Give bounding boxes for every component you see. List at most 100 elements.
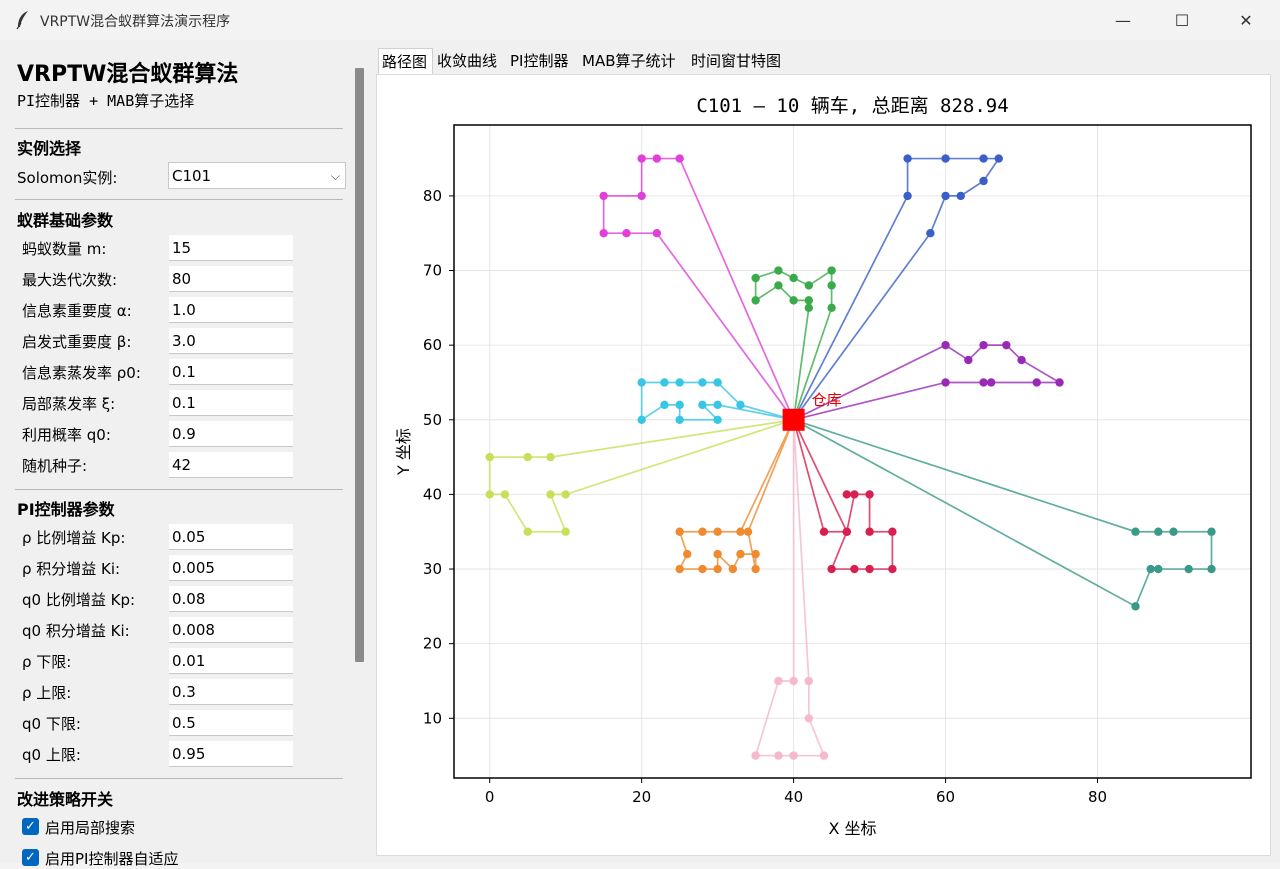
customer-point (903, 191, 912, 201)
instance-select[interactable]: C101 ⌵ (168, 162, 346, 189)
x-tick-label: 40 (784, 788, 803, 806)
check-icon: ✓ (25, 850, 36, 865)
q0-max-input[interactable]: 0.95 (169, 741, 293, 767)
tab-route-map[interactable]: 路径图 (378, 48, 433, 74)
customer-point (698, 378, 707, 387)
customer-point (850, 490, 859, 499)
plot-area: C101 — 10 辆车, 总距离 828.94 仓库 0 20 40 60 80 10 20 3… (376, 74, 1271, 856)
customer-point (842, 490, 852, 499)
pi-adaptive-checkbox[interactable]: ✓ (22, 849, 39, 866)
plot-frame (453, 124, 1252, 779)
customer-point (865, 564, 874, 574)
divider (15, 489, 343, 490)
customer-point (941, 378, 950, 387)
customer-point (804, 714, 814, 723)
customer-point (523, 452, 532, 462)
param-label: q0 比例增益 Kp: (22, 591, 136, 609)
instance-label: Solomon实例: (17, 169, 118, 187)
q0-kp-input[interactable]: 0.08 (169, 586, 293, 612)
customer-point (827, 281, 836, 290)
customer-point (827, 266, 836, 275)
customer-point (979, 176, 988, 186)
customer-point (979, 154, 988, 163)
strategy-section-title: 改进策略开关 (17, 790, 114, 809)
depot-label: 仓库 (812, 391, 842, 409)
y-tick-label: 30 (423, 560, 442, 578)
customer-point (743, 527, 753, 536)
check-icon: ✓ (25, 819, 36, 834)
q0-ki-input[interactable]: 0.008 (169, 617, 293, 643)
customer-point (979, 340, 988, 350)
customer-point (546, 490, 555, 499)
divider (15, 128, 343, 129)
customer-point (941, 191, 950, 201)
customer-point (1154, 527, 1163, 536)
customer-point (660, 400, 669, 410)
customer-point (652, 154, 662, 163)
beta-input[interactable]: 3.0 (169, 328, 293, 354)
rho-ki-input[interactable]: 0.005 (169, 555, 293, 581)
customer-point (804, 281, 814, 290)
customer-point (1002, 340, 1011, 350)
y-tick-label: 70 (423, 262, 442, 280)
x-axis-label: X 坐标 (828, 819, 876, 838)
rho-max-input[interactable]: 0.3 (169, 679, 293, 705)
rho0-input[interactable]: 0.1 (169, 359, 293, 385)
depot-marker (782, 408, 805, 431)
customer-point (956, 191, 965, 201)
tab-pi-controller[interactable]: PI控制器 (507, 48, 579, 74)
route-line-4 (793, 344, 1063, 421)
customer-point (1184, 564, 1193, 574)
local-search-checkbox[interactable]: ✓ (22, 818, 39, 835)
param-label: ρ 比例增益 Kp: (22, 529, 126, 547)
route-line-9 (793, 418, 1213, 608)
instance-select-value: C101 (172, 167, 212, 185)
maximize-button[interactable]: ☐ (1152, 0, 1212, 40)
title-bar[interactable]: VRPTW混合蚁群算法演示程序 — ☐ ✕ (0, 0, 1280, 40)
customer-point (804, 303, 814, 313)
chart-title: C101 — 10 辆车, 总距离 828.94 (696, 95, 1008, 117)
scrollbar-thumb[interactable] (355, 68, 364, 662)
instance-section-title: 实例选择 (17, 139, 82, 158)
customer-point (1207, 527, 1216, 536)
customer-point (675, 378, 684, 387)
customer-point (622, 229, 631, 238)
customer-point (683, 549, 692, 559)
xi-input[interactable]: 0.1 (169, 390, 293, 416)
customer-point (774, 751, 783, 760)
q0-min-input[interactable]: 0.5 (169, 710, 293, 736)
close-button[interactable]: ✕ (1216, 0, 1276, 40)
customer-point (675, 564, 684, 574)
alpha-input[interactable]: 1.0 (169, 297, 293, 323)
customer-point (964, 355, 973, 365)
ant-count-input[interactable]: 15 (169, 235, 293, 261)
customer-point (1017, 355, 1026, 365)
aco-section-title: 蚁群基础参数 (17, 211, 114, 230)
x-tick-label: 0 (485, 788, 495, 806)
customer-point (637, 154, 646, 163)
divider (15, 778, 343, 779)
tab-mab-stats[interactable]: MAB算子统计 (579, 48, 688, 74)
y-tick-label: 20 (423, 635, 442, 653)
customer-point (736, 527, 745, 536)
tab-convergence[interactable]: 收敛曲线 (434, 48, 507, 74)
minimize-button[interactable]: — (1093, 0, 1153, 40)
max-iter-input[interactable]: 80 (169, 266, 293, 292)
tab-label: 路径图 (382, 53, 428, 71)
customer-point (842, 527, 852, 536)
customer-point (698, 527, 707, 536)
route-line-10 (754, 419, 826, 757)
rho-min-input[interactable]: 0.01 (169, 648, 293, 674)
y-tick-label: 40 (423, 485, 442, 503)
y-tick-label: 80 (423, 187, 442, 205)
y-tick-label: 60 (423, 336, 442, 354)
q0-input[interactable]: 0.9 (169, 421, 293, 447)
customer-point (941, 154, 950, 163)
seed-input[interactable]: 42 (169, 452, 293, 478)
tab-gantt[interactable]: 时间窗甘特图 (688, 48, 795, 74)
minimize-icon: — (1115, 10, 1131, 30)
customer-point (698, 564, 707, 574)
tab-label: 时间窗甘特图 (691, 52, 782, 70)
rho-kp-input[interactable]: 0.05 (169, 524, 293, 550)
param-label: 蚂蚁数量 m: (22, 240, 107, 258)
